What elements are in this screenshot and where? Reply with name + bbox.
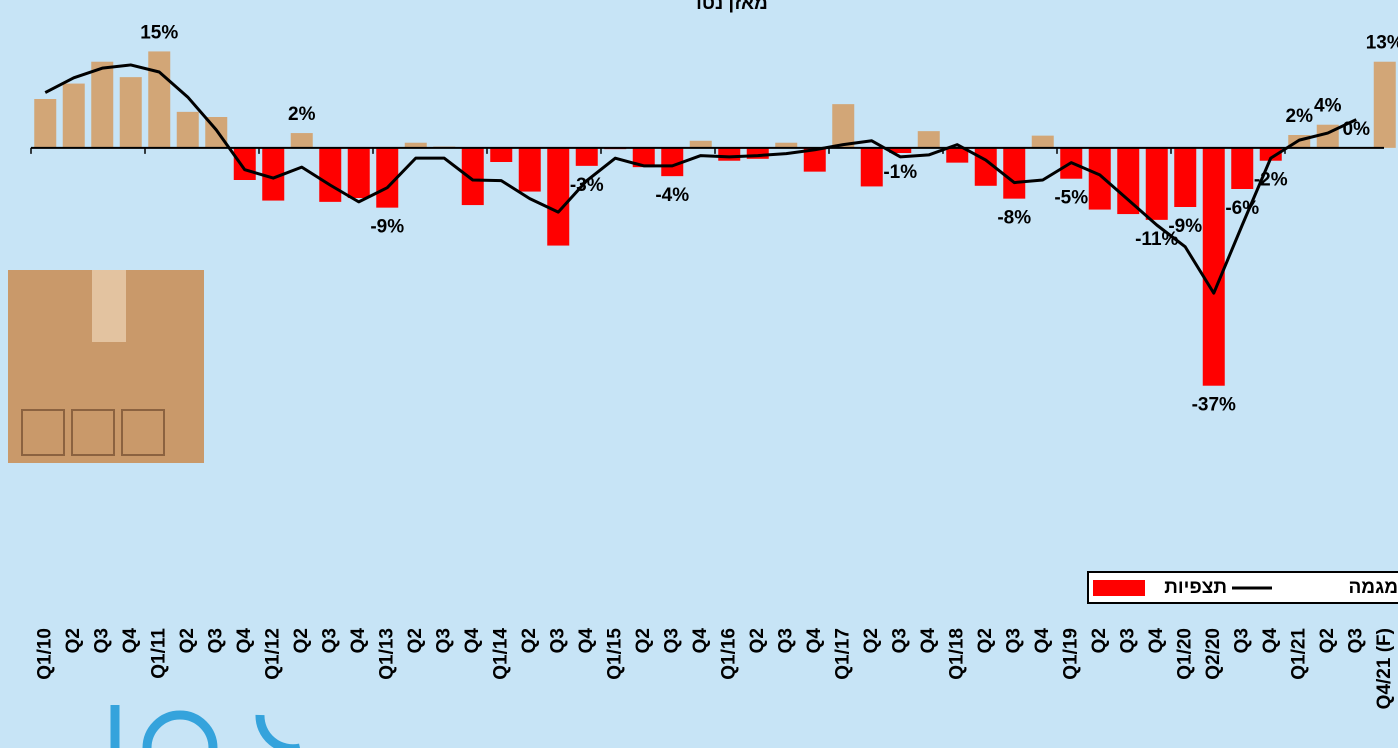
x-tick-label: Q4 bbox=[348, 628, 369, 654]
bar bbox=[177, 112, 199, 148]
bar bbox=[1203, 148, 1225, 386]
data-label: -37% bbox=[1192, 395, 1236, 416]
bar bbox=[718, 148, 740, 161]
x-tick-label: Q1/11 bbox=[148, 628, 169, 679]
bar bbox=[148, 51, 170, 147]
x-tick-label: Q3 bbox=[205, 628, 226, 653]
x-tick-label: Q3 bbox=[1231, 628, 1252, 653]
box-picture bbox=[8, 270, 204, 463]
x-tick-label: Q3 bbox=[1117, 628, 1138, 653]
data-label: 4% bbox=[1314, 96, 1342, 117]
x-tick-label: Q3 bbox=[1003, 628, 1024, 653]
data-label: -4% bbox=[655, 185, 689, 206]
bar bbox=[519, 148, 541, 192]
x-tick-label: Q4 bbox=[918, 628, 939, 654]
chart: מאזן נטו תצפיות מגמה 15%2%-9%-3%-4%-1%-8… bbox=[0, 0, 1398, 748]
data-label: -8% bbox=[997, 208, 1031, 229]
x-tick-label: Q1/12 bbox=[262, 628, 283, 680]
x-tick-label: Q2 bbox=[63, 628, 84, 653]
x-tick-label: Q3 bbox=[661, 628, 682, 653]
bar bbox=[1089, 148, 1111, 210]
data-label: 0% bbox=[1343, 119, 1371, 140]
x-tick-label: Q2 bbox=[1317, 628, 1338, 653]
data-label: -6% bbox=[1225, 198, 1259, 219]
x-tick-label: Q3 bbox=[319, 628, 340, 653]
x-tick-label: Q1/16 bbox=[718, 628, 739, 680]
x-tick-label: Q2 bbox=[519, 628, 540, 653]
bar bbox=[861, 148, 883, 187]
bar bbox=[576, 148, 598, 166]
x-tick-label: Q4 bbox=[120, 628, 141, 654]
bar bbox=[1003, 148, 1025, 199]
bar bbox=[1117, 148, 1139, 214]
x-tick-label: Q1/14 bbox=[490, 628, 511, 680]
x-tick-label: Q2 bbox=[177, 628, 198, 653]
x-tick-label: Q1/15 bbox=[604, 628, 625, 680]
legend-swatch-bar bbox=[1093, 580, 1145, 596]
x-tick-label: Q3 bbox=[889, 628, 910, 653]
bar bbox=[319, 148, 341, 202]
x-tick-label: Q3 bbox=[547, 628, 568, 653]
data-label: -5% bbox=[1054, 188, 1088, 209]
x-tick-label: Q2 bbox=[291, 628, 312, 653]
x-tick-label: Q3 bbox=[433, 628, 454, 653]
x-tick-label: Q2 bbox=[975, 628, 996, 653]
x-tick-label: Q1/18 bbox=[946, 628, 967, 680]
legend-label: תצפיות bbox=[1164, 577, 1227, 598]
legend-label: מגמה bbox=[1348, 577, 1398, 598]
legend: תצפיות מגמה bbox=[1088, 572, 1398, 603]
bar bbox=[91, 62, 113, 148]
x-tick-label: Q2 bbox=[1089, 628, 1110, 653]
x-tick-label: Q2/20 bbox=[1203, 628, 1224, 680]
x-tick-label: Q1/13 bbox=[376, 628, 397, 680]
data-label: -9% bbox=[370, 217, 404, 238]
bar bbox=[234, 148, 256, 180]
bar bbox=[1032, 136, 1054, 148]
data-label: -9% bbox=[1168, 216, 1202, 237]
x-tick-label: Q2 bbox=[633, 628, 654, 653]
x-tick-label: Q4/21 (F) bbox=[1374, 628, 1395, 709]
bar bbox=[348, 148, 370, 198]
bar bbox=[1231, 148, 1253, 189]
x-tick-label: Q4 bbox=[1260, 628, 1281, 654]
bar bbox=[63, 84, 85, 148]
x-tick-label: Q2 bbox=[861, 628, 882, 653]
x-tick-label: Q1/17 bbox=[832, 628, 853, 680]
bar bbox=[120, 77, 142, 148]
bar bbox=[832, 104, 854, 148]
bar bbox=[291, 133, 313, 148]
x-tick-label: Q1/21 bbox=[1288, 628, 1309, 680]
x-tick-label: Q3 bbox=[91, 628, 112, 653]
x-tick-label: Q3 bbox=[775, 628, 796, 653]
bar bbox=[490, 148, 512, 162]
data-label: 2% bbox=[1286, 106, 1314, 127]
bar bbox=[462, 148, 484, 205]
bar bbox=[34, 99, 56, 148]
x-tick-label: Q1/19 bbox=[1060, 628, 1081, 680]
bar bbox=[690, 141, 712, 148]
x-tick-label: Q1/20 bbox=[1174, 628, 1195, 680]
data-label: 2% bbox=[288, 104, 316, 125]
x-tick-label: Q4 bbox=[1146, 628, 1167, 654]
bar bbox=[918, 131, 940, 148]
x-tick-label: Q3 bbox=[1345, 628, 1366, 653]
bar bbox=[1374, 62, 1396, 148]
x-tick-label: Q1/10 bbox=[34, 628, 55, 680]
x-tick-label: Q2 bbox=[405, 628, 426, 653]
data-label: 15% bbox=[140, 22, 178, 43]
x-tick-label: Q4 bbox=[1032, 628, 1053, 654]
chart-title: מאזן נטו bbox=[696, 0, 768, 14]
data-label: 13% bbox=[1366, 33, 1398, 54]
x-tick-label: Q4 bbox=[690, 628, 711, 654]
data-label: -1% bbox=[883, 162, 917, 183]
x-tick-label: Q4 bbox=[804, 628, 825, 654]
x-tick-label: Q2 bbox=[747, 628, 768, 653]
x-tick-label: Q4 bbox=[462, 628, 483, 654]
bar bbox=[1146, 148, 1168, 220]
x-tick-label: Q4 bbox=[576, 628, 597, 654]
bar bbox=[1174, 148, 1196, 207]
x-tick-label: Q4 bbox=[234, 628, 255, 654]
bar bbox=[547, 148, 569, 246]
